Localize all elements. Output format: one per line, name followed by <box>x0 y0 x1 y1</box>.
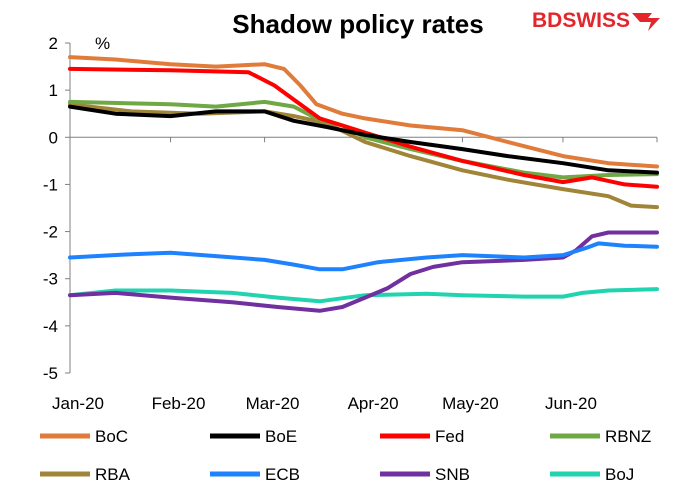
y-tick-label: -2 <box>43 223 58 242</box>
y-tick-label: 0 <box>49 128 58 147</box>
legend-label-ecb: ECB <box>265 465 300 484</box>
legend-label-boc: BoC <box>95 427 128 446</box>
series-line-fed <box>68 66 659 189</box>
legend-label-boj: BoJ <box>605 465 634 484</box>
y-tick-label: -4 <box>43 317 58 336</box>
x-axis: Jan-20 Feb-20 Mar-20 Apr-20 May-20 Jun-20 <box>52 136 658 413</box>
brand-logo: BDSWISS <box>532 9 660 32</box>
y-tick-label: -5 <box>43 364 58 383</box>
x-tick-label: May-20 <box>442 394 499 413</box>
plot-series <box>68 55 659 313</box>
series-line-snb <box>68 230 659 313</box>
x-tick-label: Feb-20 <box>152 394 206 413</box>
x-tick-label: Apr-20 <box>348 394 399 413</box>
logo-mark-icon <box>632 13 660 31</box>
series-line-boe <box>68 104 659 175</box>
y-axis: 2 1 0 -1 -2 -3 -4 -5 <box>43 34 71 383</box>
y-tick-label: 1 <box>49 81 58 100</box>
y-tick-label: 2 <box>49 34 58 53</box>
legend: BoC BoE Fed RBNZ RBA ECB SNB BoJ <box>40 427 651 484</box>
x-tick-label: Jun-20 <box>545 394 597 413</box>
legend-label-fed: Fed <box>435 427 464 446</box>
legend-label-snb: SNB <box>435 465 470 484</box>
x-tick-label: Jan-20 <box>52 394 104 413</box>
y-axis-unit: % <box>95 34 110 53</box>
y-tick-label: -3 <box>43 270 58 289</box>
legend-label-rbnz: RBNZ <box>605 427 651 446</box>
y-tick-label: -1 <box>43 175 58 194</box>
x-tick-label: Mar-20 <box>246 394 300 413</box>
series-line-boj <box>68 287 659 304</box>
chart-title: Shadow policy rates <box>232 9 483 39</box>
legend-label-rba: RBA <box>95 465 131 484</box>
legend-label-boe: BoE <box>265 427 297 446</box>
logo-text: BDSWISS <box>532 9 630 32</box>
series-line-ecb <box>68 241 659 272</box>
series-line-boc <box>68 55 659 169</box>
